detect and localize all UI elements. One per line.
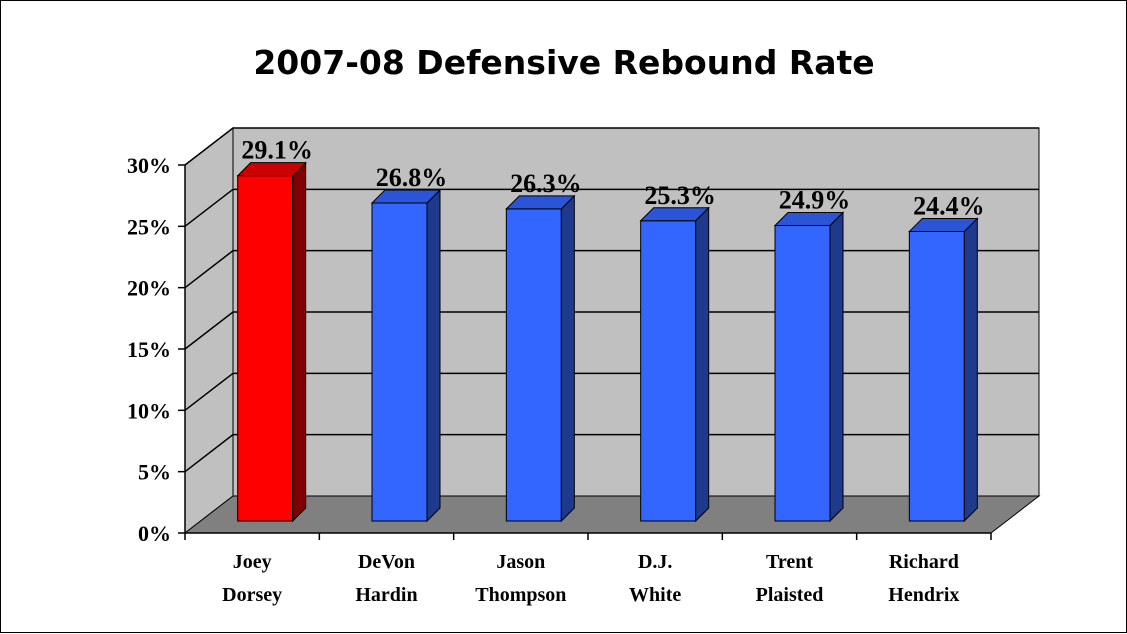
bar-side [292,161,307,523]
bar-side [560,194,575,523]
chart-title: 2007-08 Defensive Rebound Rate [253,43,874,82]
bar-value-label: 25.3% [644,181,716,210]
y-tick-label: 0% [138,521,171,546]
bar-side [695,206,710,523]
bar-top [505,195,576,210]
bar-front [371,202,428,522]
x-category-label: DeVon Hardin [355,551,417,606]
bar [236,161,307,523]
gridline [184,249,1039,289]
bar-top [908,217,979,232]
bar-front [774,225,831,522]
x-axis: Joey Dorsey DeVon Hardin Jason Thompson D.J. Wh… [184,532,992,606]
gridline [184,372,1039,411]
bar [505,194,576,523]
bar-top [370,189,442,204]
value-labels: 29.1% 26.8% 26.3% 25.3% 24.9% 24.4% [241,136,984,221]
y-tick-label: 30% [127,153,171,178]
gridlines [184,127,1039,473]
bar-top [236,162,307,177]
bar-front [640,220,697,522]
x-category-label: Joey Dorsey [222,551,282,606]
y-tick-label: 20% [127,276,171,301]
bar-value-label: 29.1% [241,136,313,165]
gridline [184,188,1039,227]
x-category-label: Jason Thompson [475,551,566,606]
gridline [184,127,1039,166]
bar-value-label: 24.4% [913,191,985,220]
bar-front [505,208,562,522]
x-category-label: D.J. White [629,551,681,606]
y-tick-label: 5% [138,460,171,485]
bar-side [829,211,844,523]
bar-side [963,217,978,523]
bar [370,188,442,523]
bar-value-label: 26.3% [510,169,582,198]
bar [908,217,979,523]
y-axis: 0% 5% 10% 15% 20% 25% 30% [127,153,186,546]
x-category-label: Richard Hendrix [888,551,959,606]
gridline [184,433,1039,473]
bar [773,211,845,523]
bar-value-label: 26.8% [376,163,448,192]
gridline [184,311,1039,350]
bar-front [908,230,965,522]
bar-value-label: 24.9% [779,186,851,215]
x-category-label: Trent Plaisted [756,551,824,606]
bar-front [237,175,294,522]
bar-side [426,188,441,523]
bar [639,206,710,523]
y-tick-label: 10% [127,398,171,423]
bar-top [773,212,845,227]
y-tick-label: 15% [127,337,171,362]
bars [236,161,979,523]
y-tick-label: 25% [127,214,171,239]
bar-top [639,207,710,222]
